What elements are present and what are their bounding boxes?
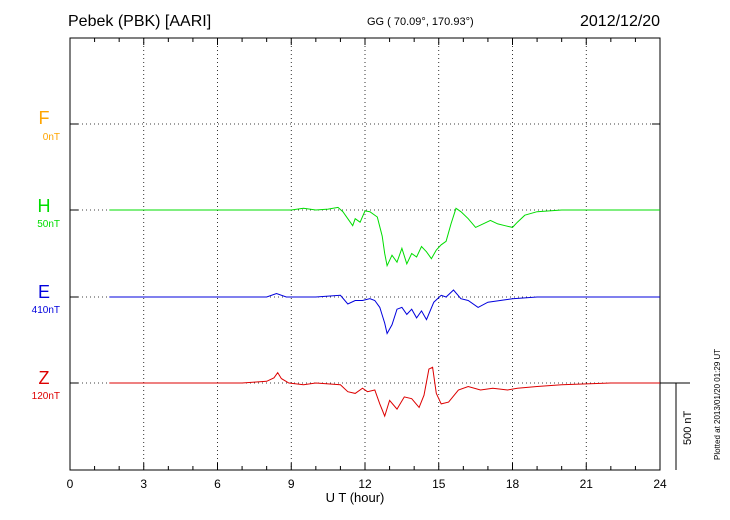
- geographic-coordinates: GG ( 70.09°, 170.93°): [367, 16, 474, 28]
- component-baseline-f: 0nT: [42, 132, 60, 143]
- x-tick-label: 3: [140, 477, 147, 491]
- x-tick-label: 21: [580, 477, 594, 491]
- date-title: 2012/12/20: [580, 13, 661, 30]
- scale-bar-label: 500 nT: [682, 410, 694, 445]
- trace-z: [109, 366, 660, 418]
- trace-e: [109, 289, 660, 335]
- x-tick-label: 15: [432, 477, 446, 491]
- x-tick-label: 24: [653, 477, 667, 491]
- x-tick-label: 6: [214, 477, 221, 491]
- x-tick-label: 9: [288, 477, 295, 491]
- station-title: Pebek (PBK) [AARI]: [68, 13, 212, 30]
- x-tick-label: 18: [506, 477, 520, 491]
- x-tick-label: 0: [67, 477, 74, 491]
- x-axis-label-text: U T (hour): [325, 490, 385, 505]
- component-baseline-h: 50nT: [37, 219, 60, 230]
- trace-h: [109, 206, 660, 268]
- component-letter-f: F: [38, 108, 50, 128]
- component-baseline-z: 120nT: [31, 391, 60, 402]
- component-letter-h: H: [37, 196, 51, 216]
- x-tick-label: 12: [358, 477, 372, 491]
- x-axis-label: U T (hour): [0, 490, 730, 505]
- plotted-timestamp: Plotted at 2013/01/20 01:29 UT: [713, 348, 722, 460]
- component-baseline-e: 410nT: [31, 305, 60, 316]
- component-letter-z: Z: [38, 368, 50, 388]
- component-letter-e: E: [37, 282, 50, 302]
